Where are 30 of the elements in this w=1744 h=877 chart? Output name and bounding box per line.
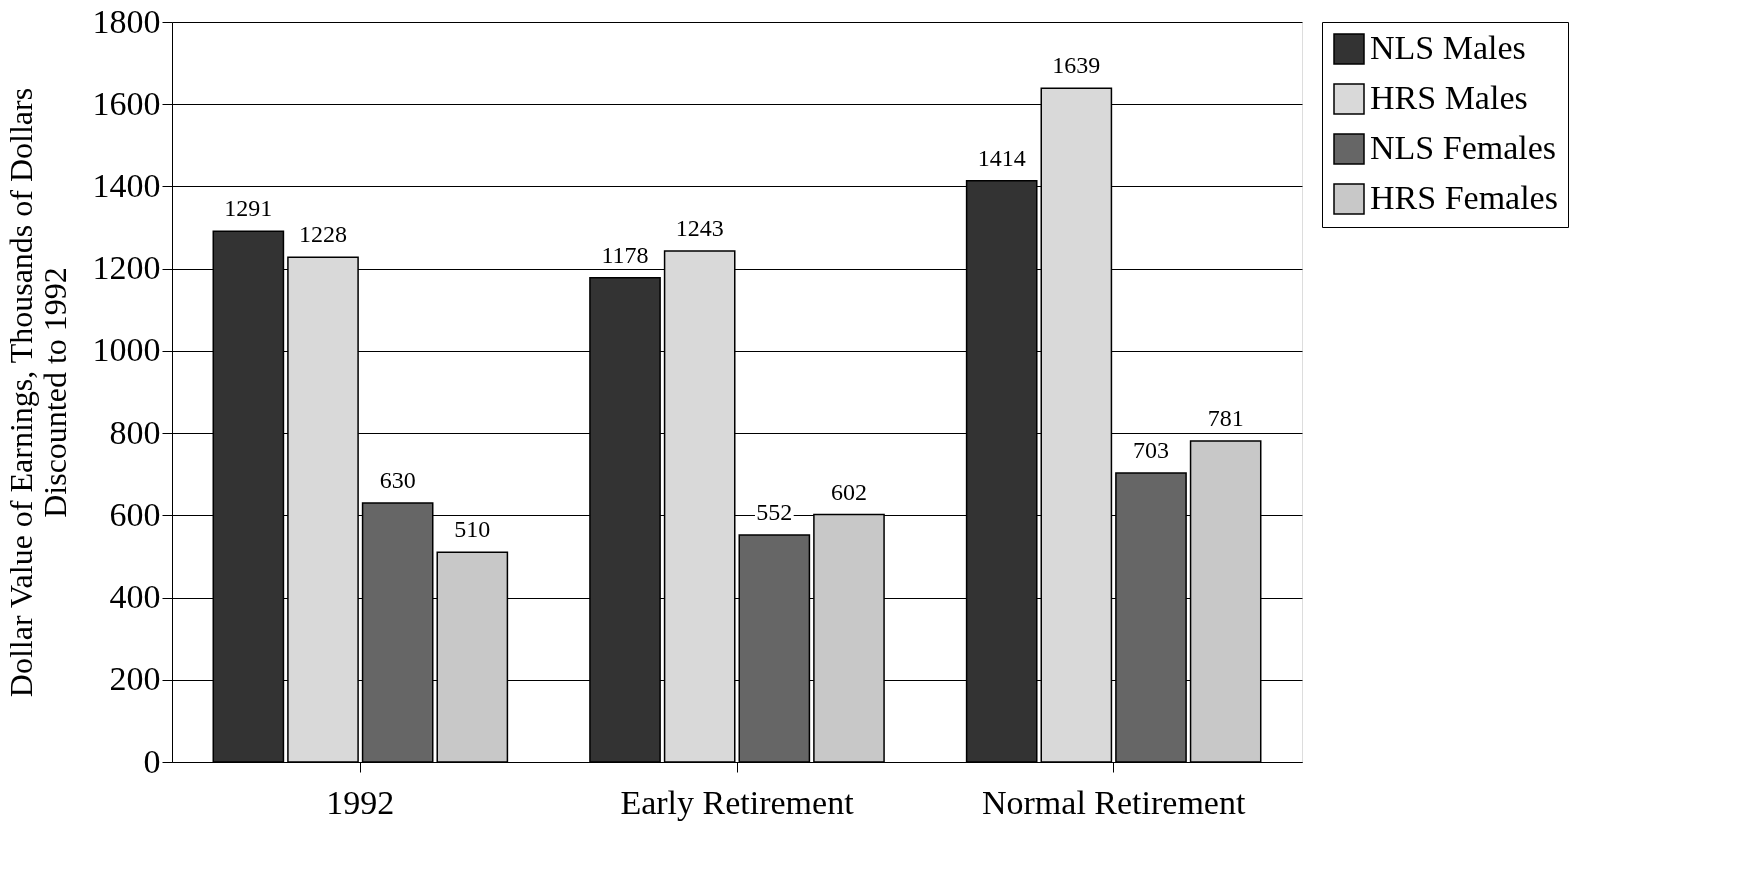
y-tick-label: 1000: [92, 331, 161, 369]
legend-label: HRS Males: [1370, 79, 1528, 116]
legend-label: NLS Females: [1370, 129, 1557, 166]
data-label: 781: [1207, 404, 1244, 431]
y-tick-label: 1200: [92, 249, 161, 287]
y-tick-label: 1800: [92, 2, 161, 40]
y-tick-label: 0: [143, 742, 161, 780]
data-label: 552: [756, 499, 793, 526]
data-label: 1414: [977, 144, 1026, 171]
y-tick-label: 1400: [92, 166, 161, 204]
data-label: 1243: [675, 214, 724, 241]
y-tick-label: 1600: [92, 84, 161, 122]
data-label: 703: [1132, 436, 1169, 463]
x-tick-label: Early Retirement: [620, 783, 855, 821]
legend-label: NLS Males: [1370, 29, 1526, 66]
y-tick-label: 400: [109, 578, 161, 616]
x-tick-label: 1992: [326, 783, 395, 821]
data-label: 602: [830, 478, 867, 505]
data-label: 510: [454, 516, 491, 543]
data-label: 1178: [601, 241, 649, 268]
y-tick-label: 200: [109, 660, 161, 698]
y-tick-label: 600: [109, 495, 161, 533]
data-label: 1639: [1052, 52, 1101, 79]
y-tick-label: 800: [109, 413, 161, 451]
data-label: 1291: [224, 195, 273, 222]
y-axis-title: Dollar Value of Earnings, Thousands of Dollars Discounted to 1992: [2, 87, 73, 698]
legend-label: HRS Females: [1370, 179, 1558, 216]
x-tick-label: Normal Retirement: [981, 783, 1246, 821]
data-label: 1228: [299, 221, 348, 248]
data-label: 630: [379, 467, 416, 493]
